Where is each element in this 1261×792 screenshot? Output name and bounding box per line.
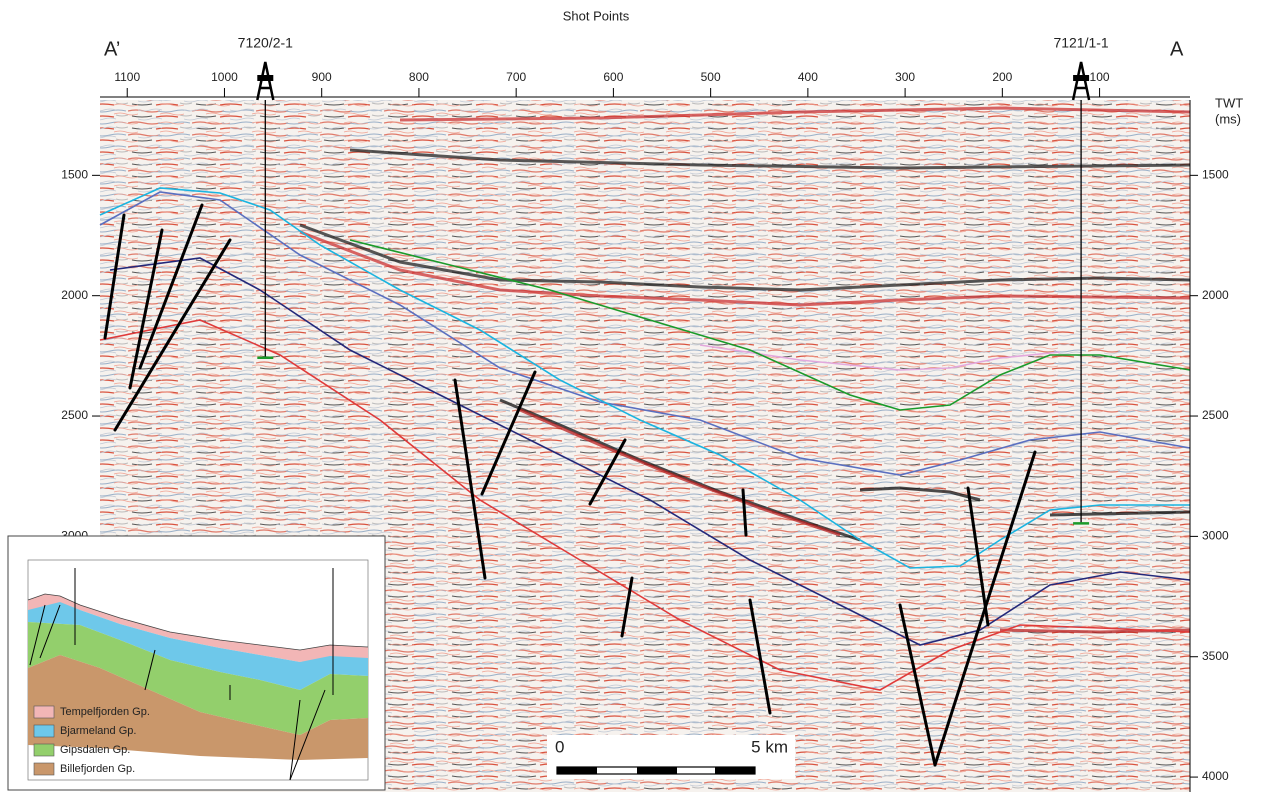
y-axis-label: (ms) xyxy=(1215,111,1241,126)
x-tick-label: 900 xyxy=(312,70,332,84)
y-tick-label: 2500 xyxy=(61,408,88,422)
legend-swatch xyxy=(34,725,54,737)
y-axis-label: TWT xyxy=(1215,95,1243,110)
axis-title: Shot Points xyxy=(563,8,630,23)
y-tick-label: 2000 xyxy=(61,288,88,302)
x-tick-label: 1000 xyxy=(211,70,238,84)
y-tick-label: 4000 xyxy=(1202,769,1229,783)
y-tick-label: 3000 xyxy=(1202,529,1229,543)
profile-end-label: A’ xyxy=(104,38,120,60)
legend-label: Tempelfjorden Gp. xyxy=(60,706,150,718)
y-tick-label: 2000 xyxy=(1202,288,1229,302)
x-tick-label: 1100 xyxy=(114,70,140,84)
legend-swatch xyxy=(34,744,54,756)
profile-end-label: A xyxy=(1170,38,1184,60)
x-tick-label: 200 xyxy=(992,70,1012,84)
inset: Tempelfjorden Gp. Bjarmeland Gp. Gipsdalen… xyxy=(8,536,385,790)
x-tick-label: 600 xyxy=(603,70,623,84)
y-tick-label: 1500 xyxy=(61,168,88,182)
x-tick-label: 800 xyxy=(409,70,429,84)
scale-label: 0 xyxy=(555,737,564,756)
x-tick-label: 700 xyxy=(506,70,526,84)
y-tick-label: 1500 xyxy=(1202,168,1229,182)
x-tick-label: 400 xyxy=(798,70,818,84)
x-tick-label: 500 xyxy=(701,70,721,84)
well-head xyxy=(1073,75,1089,81)
legend-swatch xyxy=(34,763,54,775)
well-label: 7121/1-1 xyxy=(1053,35,1108,51)
y-tick-label: 3500 xyxy=(1202,649,1229,663)
well-label: 7120/2-1 xyxy=(238,35,293,51)
figure: Shot Points A’ A TWT (ms) 0 5 km 1100 100… xyxy=(0,0,1261,792)
legend-label: Gipsdalen Gp. xyxy=(60,744,130,756)
legend-label: Billefjorden Gp. xyxy=(60,763,135,775)
scale-bar: 0 5 km xyxy=(547,735,795,779)
scale-label: 5 km xyxy=(751,737,788,756)
x-tick-label: 300 xyxy=(895,70,915,84)
legend-label: Bjarmeland Gp. xyxy=(60,725,136,737)
legend-swatch xyxy=(34,706,54,718)
well-head xyxy=(257,75,273,81)
x-tick-label: 100 xyxy=(1090,70,1110,84)
y-tick-label: 2500 xyxy=(1202,408,1229,422)
